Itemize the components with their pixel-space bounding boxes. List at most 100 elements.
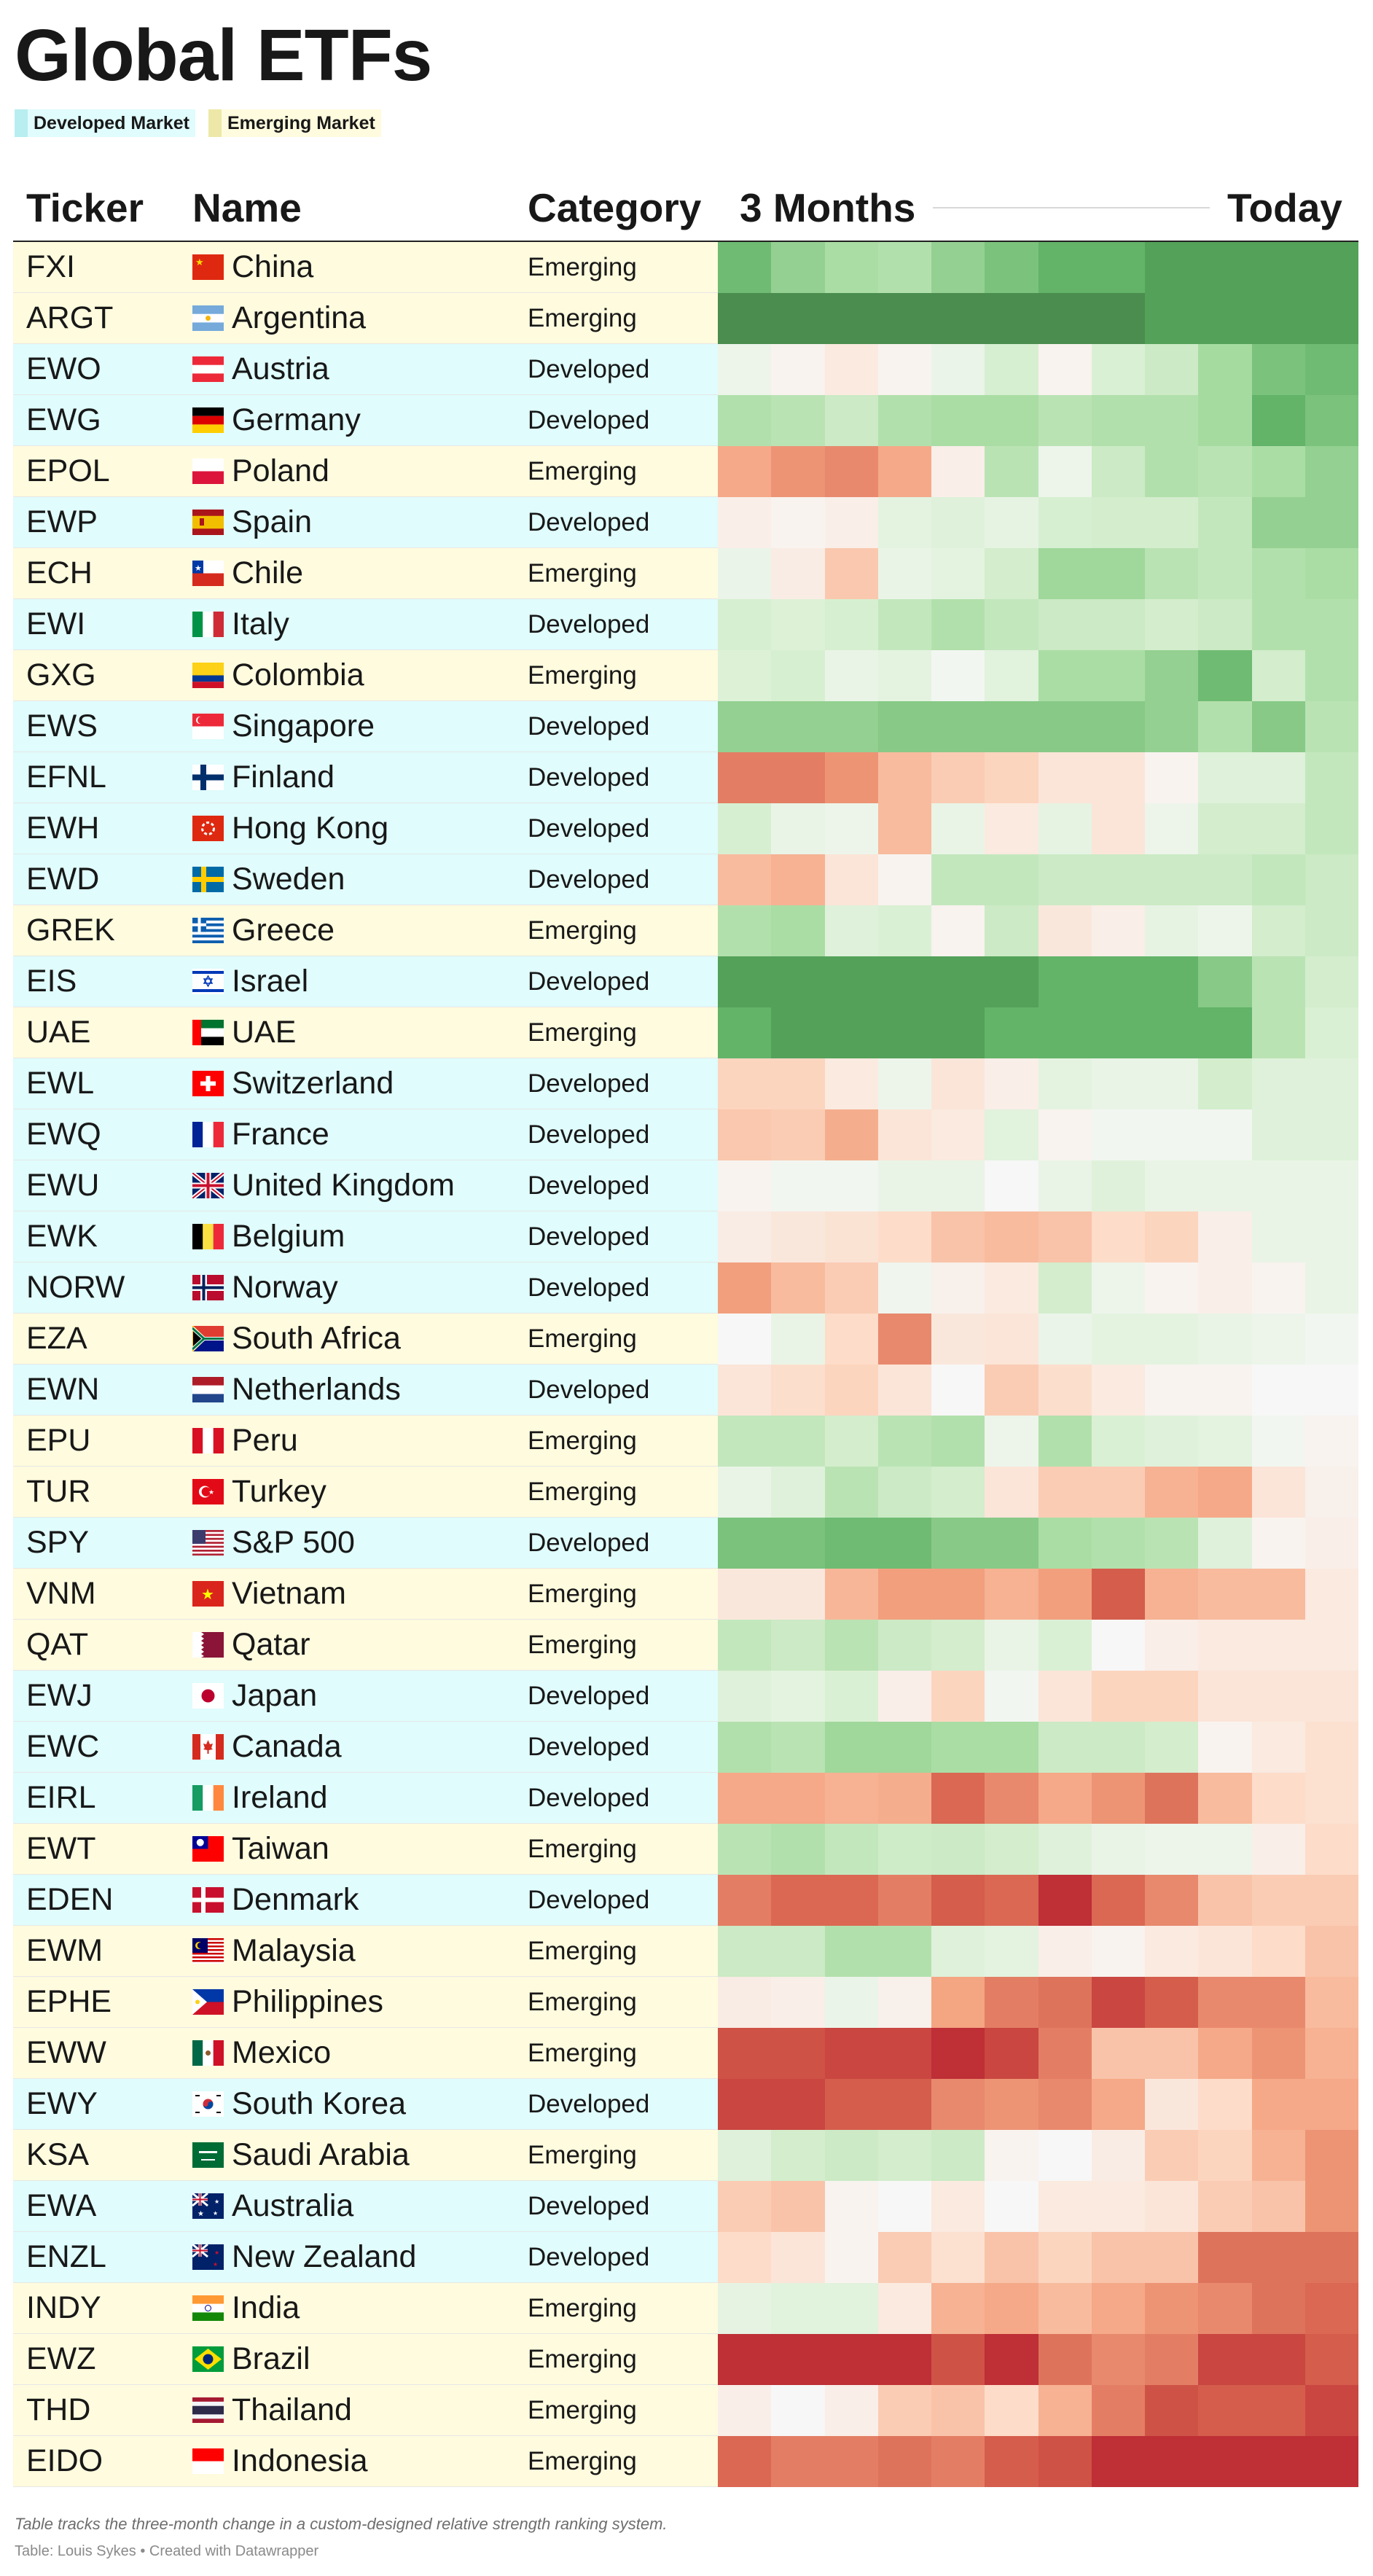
heatmap-cell [1038, 242, 1092, 293]
heatmap-cell [878, 1314, 931, 1365]
vn-flag-icon: ★ [192, 1581, 224, 1607]
heatmap-cell [718, 1160, 771, 1211]
be-flag-icon [192, 1224, 224, 1249]
category-cell: Emerging [528, 916, 637, 945]
country-name-cell: India [232, 2290, 300, 2325]
category-cell: Emerging [528, 457, 637, 485]
country-name-cell: Italy [232, 606, 289, 641]
ticker-cell: EZA [26, 1321, 87, 1356]
qa-flag-icon [192, 1632, 224, 1658]
heatmap-cell [1145, 1058, 1198, 1109]
heatmap-cell [1198, 650, 1252, 701]
country-name-cell: Peru [232, 1423, 298, 1458]
heatmap-cell [931, 2232, 985, 2283]
heatmap-strip [718, 1620, 1358, 1671]
heatmap-cell [1038, 1160, 1092, 1211]
heatmap-cell [1092, 2385, 1145, 2436]
gr-flag-icon [192, 918, 224, 943]
heatmap-cell [1198, 1109, 1252, 1160]
heatmap-cell [1038, 1416, 1092, 1467]
country-name-cell: Indonesia [232, 2443, 368, 2478]
table-row: EWH Hong Kong Developed [13, 803, 1358, 854]
heatmap-cell [1252, 701, 1305, 752]
heatmap-cell [931, 1620, 985, 1671]
heatmap-cell [771, 1058, 825, 1109]
table-row: EWI Italy Developed [13, 599, 1358, 650]
heatmap-cell [1252, 2130, 1305, 2181]
ticker-cell: EWZ [26, 2341, 96, 2376]
heatmap-cell [1198, 1722, 1252, 1773]
ticker-cell: ECH [26, 555, 93, 590]
heatmap-cell [718, 1211, 771, 1262]
ticker-cell: QAT [26, 1627, 89, 1662]
heatmap-cell [825, 548, 878, 599]
category-cell: Developed [528, 1171, 650, 1200]
table-row: EWN Netherlands Developed [13, 1365, 1358, 1416]
heatmap-cell [1038, 344, 1092, 395]
heatmap-cell [1038, 395, 1092, 446]
heatmap-cell [825, 701, 878, 752]
svg-text:★: ★ [195, 564, 202, 573]
heatmap-cell [1145, 1875, 1198, 1926]
heatmap-cell [771, 1875, 825, 1926]
heatmap-cell [1145, 548, 1198, 599]
table-row: QAT Qatar Emerging [13, 1620, 1358, 1671]
svg-text:★: ★ [201, 1587, 214, 1603]
heatmap-cell [878, 2028, 931, 2079]
table-row: SPY S&P 500 Developed [13, 1518, 1358, 1569]
category-cell: Developed [528, 2090, 650, 2118]
heatmap-cell [1252, 1875, 1305, 1926]
heatmap-cell [931, 2130, 985, 2181]
row-label-cell: EFNL Finland Developed [13, 752, 718, 803]
heatmap-cell [1145, 1314, 1198, 1365]
heatmap-cell [771, 1211, 825, 1262]
row-label-cell: EPOL Poland Emerging [13, 446, 718, 497]
heatmap-cell [1198, 1058, 1252, 1109]
row-label-cell: EIRL Ireland Developed [13, 1773, 718, 1824]
heatmap-cell [931, 1977, 985, 2028]
heatmap-cell [1038, 2028, 1092, 2079]
country-name-cell: Netherlands [232, 1372, 401, 1407]
heatmap-cell [718, 1977, 771, 2028]
heatmap-cell [718, 1569, 771, 1620]
heatmap-cell [825, 2181, 878, 2232]
heatmap-cell [1145, 1109, 1198, 1160]
heatmap-cell [825, 446, 878, 497]
fi-flag-icon [192, 765, 224, 790]
heatmap-cell [771, 2283, 825, 2334]
table-row: EWM Malaysia Emerging [13, 1926, 1358, 1977]
header-category[interactable]: Category [528, 185, 702, 230]
ticker-cell: EWO [26, 351, 101, 386]
country-name-cell: Chile [232, 555, 303, 590]
heatmap-cell [1145, 1262, 1198, 1314]
heatmap-strip [718, 1875, 1358, 1926]
heatmap-cell [1092, 2079, 1145, 2130]
category-cell: Emerging [528, 1937, 637, 1965]
heatmap-cell [1252, 1262, 1305, 1314]
ticker-cell: VNM [26, 1576, 96, 1611]
heatmap-cell [1198, 956, 1252, 1007]
table-row: EPOL Poland Emerging [13, 446, 1358, 497]
heatmap-cell [985, 1722, 1038, 1773]
heatmap-cell [985, 2079, 1038, 2130]
heatmap-cell [1198, 1416, 1252, 1467]
heatmap-cell [771, 1314, 825, 1365]
heatmap-cell [718, 752, 771, 803]
row-label-cell: EPU Peru Emerging [13, 1416, 718, 1467]
heatmap-cell [1092, 2130, 1145, 2181]
category-cell: Emerging [528, 661, 637, 690]
heatmap-cell [1038, 2079, 1092, 2130]
heatmap-cell [718, 1262, 771, 1314]
heatmap-cell [1092, 752, 1145, 803]
ar-flag-icon [192, 305, 224, 331]
heatmap-cell [931, 1160, 985, 1211]
heatmap-cell [1092, 1109, 1145, 1160]
header-ticker[interactable]: Ticker [26, 185, 144, 230]
no-flag-icon [192, 1275, 224, 1300]
table-row: ECH ★ Chile Emerging [13, 548, 1358, 599]
row-label-cell: EPHE Philippines Emerging [13, 1977, 718, 2028]
heatmap-cell [985, 1824, 1038, 1875]
heatmap-cell [1092, 2181, 1145, 2232]
header-name[interactable]: Name [192, 185, 302, 230]
heatmap-cell [718, 854, 771, 905]
